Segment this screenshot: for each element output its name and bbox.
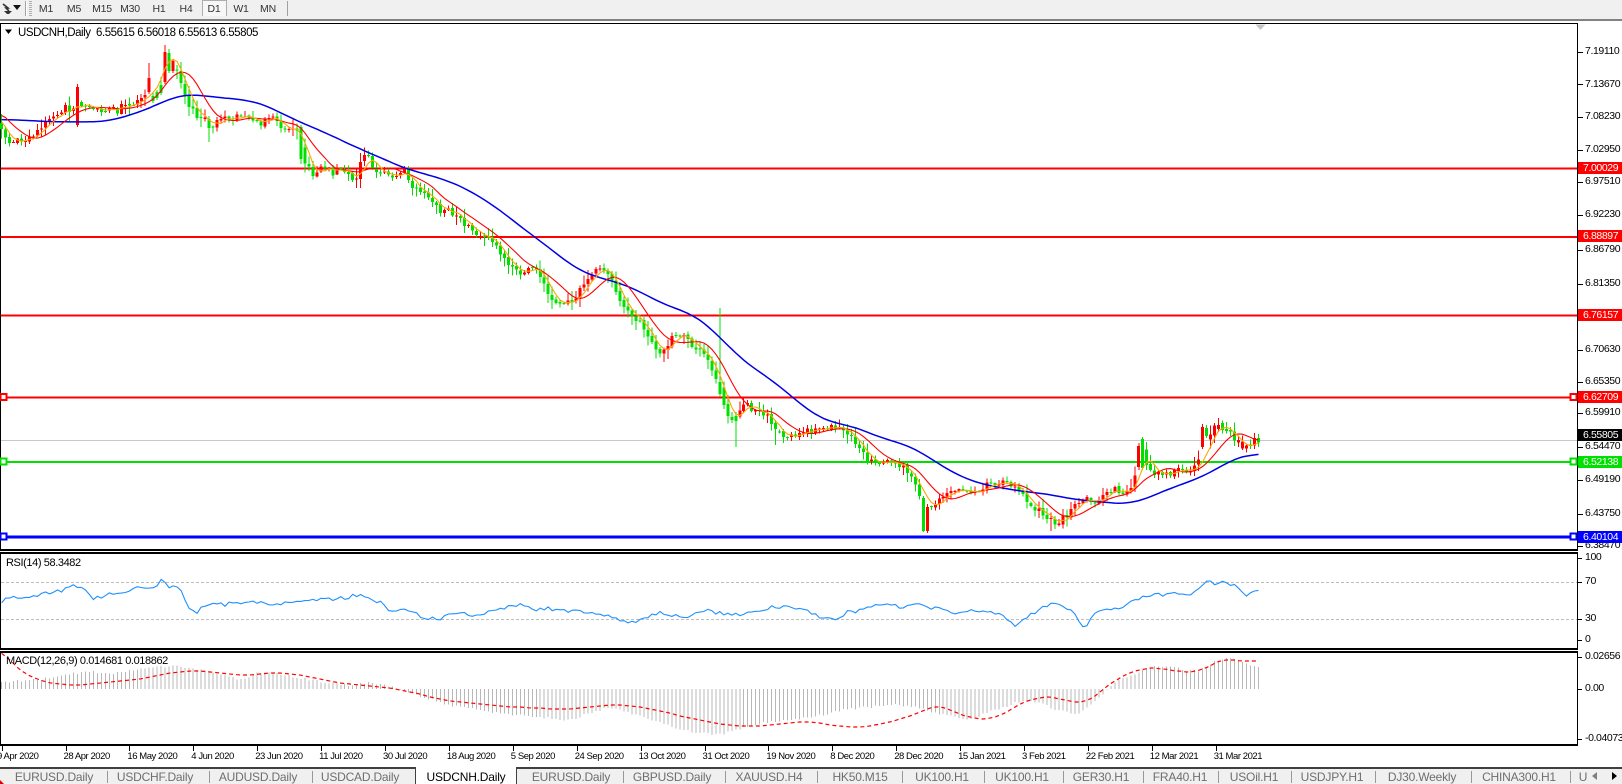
svg-text:MACD(12,26,9) 0.014681 0.01886: MACD(12,26,9) 0.014681 0.018862 [6,655,168,667]
svg-text:USDCNH,Daily 6.55615 6.56018: USDCNH,Daily 6.55615 6.56018 6.55613 6.5… [18,27,258,39]
svg-text:RSI(14) 58.3482: RSI(14) 58.3482 [6,557,81,569]
